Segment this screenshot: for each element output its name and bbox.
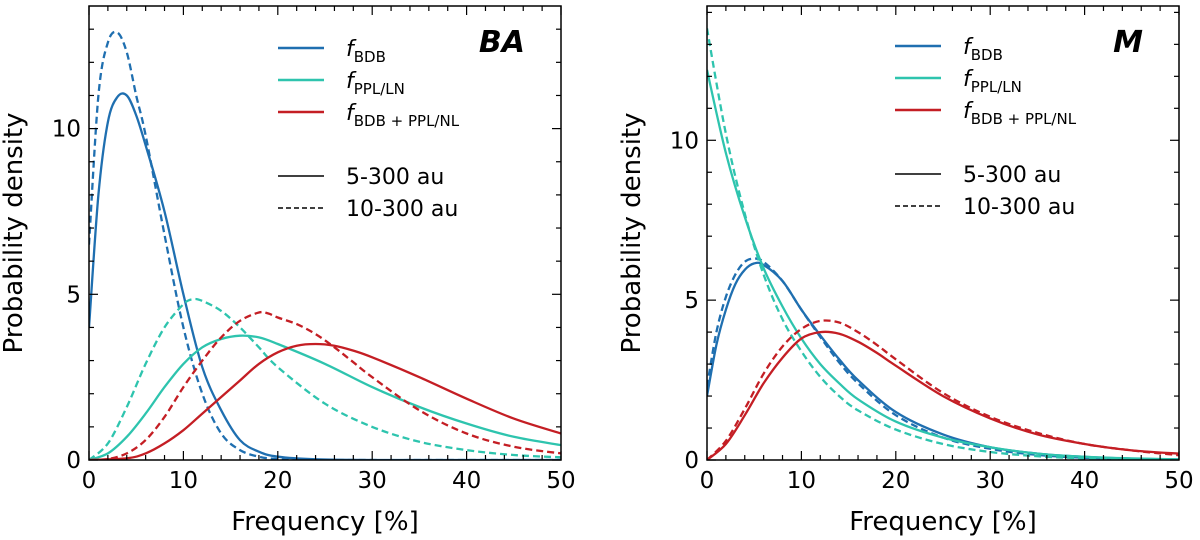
legend-label: fBDB: [346, 37, 386, 66]
legend-style-label: 10-300 au: [963, 195, 1075, 220]
y-tick-label: 10: [670, 128, 699, 154]
legend-label: fPPL/LN: [346, 69, 405, 98]
series-line-3: [707, 28, 1179, 460]
series-group: [707, 28, 1179, 460]
legend-label: fBDB + PPL/NL: [346, 101, 460, 130]
series-line-5: [89, 310, 561, 460]
x-tick-label: 40: [1070, 468, 1099, 494]
series-line-5: [707, 319, 1179, 460]
legend-style-label: 10-300 au: [346, 197, 458, 222]
axes-frame: [88, 5, 562, 461]
x-tick-label: 20: [263, 468, 292, 494]
panel-m: 0 10 20 30 40 50 0 5 10 Frequency [%] Probability …: [617, 5, 1194, 537]
x-tick-label: 50: [1164, 468, 1193, 494]
x-tick-label: 50: [546, 468, 575, 494]
panel-ba: 0 10 20 30 40 50 0 5 10 Frequency [%] Probability …: [0, 5, 576, 537]
series-line-1: [89, 30, 561, 460]
panel-label: BA: [479, 25, 525, 60]
x-tick-label: 30: [358, 468, 387, 494]
series-line-2: [89, 334, 561, 460]
legend-style-label: 5-300 au: [963, 163, 1061, 188]
x-tick-label: 30: [976, 468, 1005, 494]
x-tick-label: 20: [881, 468, 910, 494]
legend: fBDB fPPL/LN fBDB + PPL/NL 5-300 au 10-300 a…: [278, 37, 460, 222]
x-tick-label: 10: [787, 468, 816, 494]
series-line-3: [89, 297, 561, 460]
panel-label: M: [1113, 25, 1143, 60]
y-tick-label: 0: [66, 448, 81, 474]
x-tick-label: 40: [452, 468, 481, 494]
series-group: [89, 30, 561, 460]
y-axis-label: Probability density: [617, 112, 647, 353]
y-tick-label: 5: [66, 282, 81, 308]
series-line-1: [707, 257, 1179, 460]
y-tick-label: 5: [684, 288, 699, 314]
x-axis-label: Frequency [%]: [231, 507, 419, 537]
y-axis-label: Probability density: [0, 112, 29, 353]
series-line-0: [89, 92, 561, 460]
legend-label: fBDB: [963, 35, 1003, 64]
legend: fBDB fPPL/LN fBDB + PPL/NL 5-300 au 10-300 a…: [895, 35, 1077, 220]
legend-style-label: 5-300 au: [346, 165, 444, 190]
series-line-2: [707, 69, 1179, 460]
legend-label: fPPL/LN: [963, 67, 1022, 96]
series-line-4: [89, 342, 561, 460]
x-tick-label: 10: [169, 468, 198, 494]
series-line-0: [707, 261, 1179, 460]
series-line-4: [707, 330, 1179, 460]
y-tick-label: 0: [684, 448, 699, 474]
x-axis-label: Frequency [%]: [849, 507, 1037, 537]
x-tick-label: 0: [82, 468, 97, 494]
legend-label: fBDB + PPL/NL: [963, 99, 1077, 128]
x-tick-label: 0: [700, 468, 715, 494]
axes-frame: [706, 5, 1180, 461]
y-tick-label: 10: [52, 117, 81, 143]
